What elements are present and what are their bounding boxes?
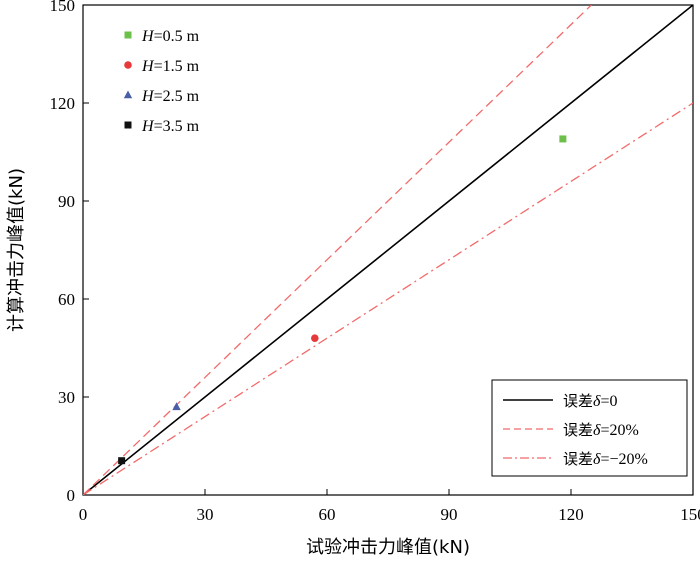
y-tick-label: 30 — [58, 388, 75, 407]
legend-line-prefix: 误差 — [563, 450, 593, 468]
data-points — [118, 135, 567, 465]
data-point — [311, 334, 319, 343]
y-axis-ticks: 0 30 60 90 120 150 — [50, 0, 89, 505]
legend-marker — [123, 90, 133, 99]
y-tick-label: 120 — [50, 94, 76, 113]
legend-label: H=1.5 m — [141, 58, 200, 75]
legend-line-label: 误差δ=−20% — [563, 450, 648, 468]
x-tick-label: 120 — [558, 505, 584, 524]
legend-value: =0.5 m — [154, 28, 200, 45]
plot-frame — [82, 4, 694, 496]
legend-value: =1.5 m — [154, 58, 200, 75]
reference-line-solid — [83, 5, 693, 495]
x-tick-label: 90 — [441, 505, 458, 524]
legend-line-value: =−20% — [600, 451, 647, 468]
marker-legend: H=0.5 mH=1.5 mH=2.5 mH=3.5 m — [123, 28, 200, 135]
legend-label: H=3.5 m — [141, 118, 200, 135]
legend-line-variable: δ — [593, 422, 601, 439]
legend-line-value: =20% — [600, 422, 638, 439]
legend-label: H=2.5 m — [141, 88, 200, 105]
legend-line-prefix: 误差 — [563, 392, 593, 410]
legend-variable: H — [141, 58, 155, 75]
x-tick-label: 150 — [680, 505, 700, 524]
y-axis-label: 计算冲击力峰值(kN) — [6, 168, 27, 332]
legend-line-prefix: 误差 — [563, 421, 593, 439]
legend-variable: H — [141, 88, 155, 105]
y-tick-label: 150 — [50, 0, 76, 15]
data-point — [172, 402, 181, 411]
legend-line-label: 误差δ=20% — [563, 421, 639, 439]
legend-label: H=0.5 m — [141, 28, 200, 45]
legend-line-variable: δ — [593, 451, 601, 468]
reference-line-dashed — [83, 5, 592, 495]
data-point — [559, 135, 567, 143]
x-tick-label: 60 — [319, 505, 336, 524]
line-legend-box — [491, 379, 688, 477]
x-axis-label: 试验冲击力峰值(kN) — [306, 537, 470, 558]
x-tick-label: 0 — [79, 505, 88, 524]
x-axis-ticks: 0 30 60 90 120 150 — [79, 489, 700, 524]
legend-line-variable: δ — [593, 393, 601, 410]
reference-lines — [83, 5, 693, 495]
legend-marker — [124, 31, 132, 39]
y-tick-label: 60 — [58, 290, 75, 309]
legend-line-label: 误差δ=0 — [563, 392, 617, 410]
legend-marker — [124, 61, 132, 69]
y-tick-label: 0 — [67, 486, 76, 505]
legend-line-value: =0 — [600, 393, 617, 410]
legend-value: =2.5 m — [154, 88, 200, 105]
reference-line-dashdot — [83, 102, 693, 495]
legend-marker — [124, 121, 132, 129]
legend-variable: H — [141, 28, 155, 45]
data-point — [118, 457, 126, 465]
y-tick-label: 90 — [58, 192, 75, 211]
legend-variable: H — [141, 118, 155, 135]
legend-value: =3.5 m — [154, 118, 200, 135]
x-tick-label: 30 — [197, 505, 214, 524]
